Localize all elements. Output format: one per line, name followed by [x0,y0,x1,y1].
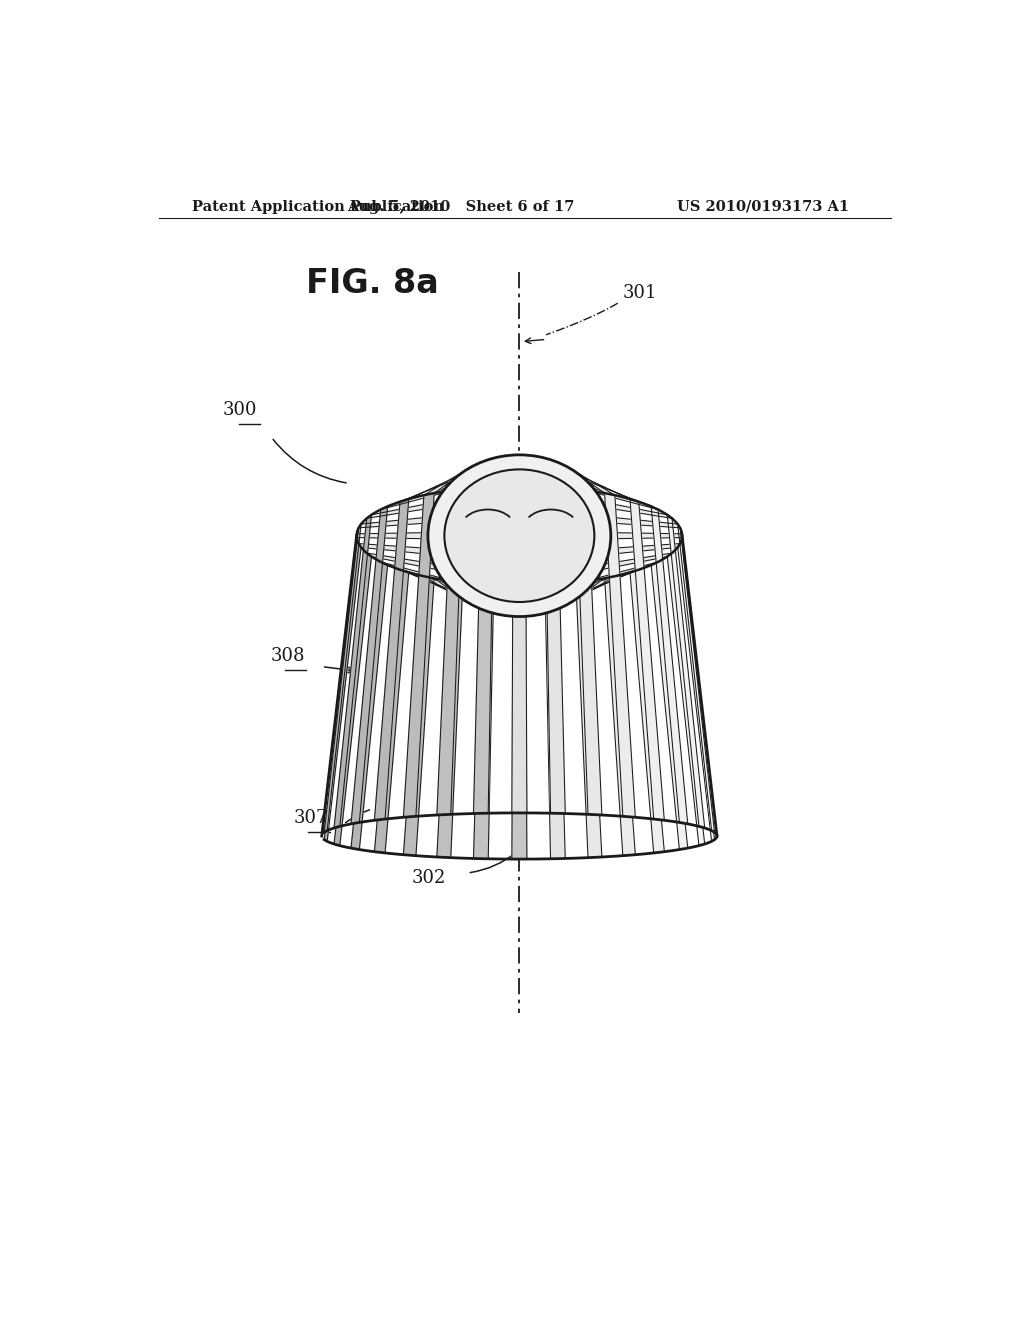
Polygon shape [567,577,614,605]
Text: 308: 308 [270,647,305,665]
Polygon shape [452,459,487,490]
Polygon shape [534,585,557,615]
Polygon shape [512,586,527,859]
Polygon shape [403,494,434,817]
Polygon shape [604,577,635,855]
Polygon shape [651,562,688,850]
Polygon shape [608,517,680,528]
Text: 301: 301 [623,284,657,302]
Polygon shape [356,533,428,539]
Polygon shape [400,477,457,502]
Polygon shape [437,581,463,858]
Polygon shape [325,524,361,833]
Polygon shape [400,570,457,595]
Polygon shape [473,585,494,859]
Polygon shape [452,581,487,611]
Polygon shape [575,488,602,814]
Text: FIG. 8a: FIG. 8a [306,268,438,301]
Polygon shape [551,581,588,611]
Polygon shape [334,553,372,846]
Text: Patent Application Publication: Patent Application Publication [191,199,443,214]
Polygon shape [630,499,665,820]
Polygon shape [473,486,494,813]
Polygon shape [604,494,635,817]
Polygon shape [513,455,525,486]
Polygon shape [651,507,688,824]
Polygon shape [375,570,409,853]
Polygon shape [381,488,445,510]
Polygon shape [545,486,565,813]
Polygon shape [608,544,680,554]
Polygon shape [358,544,430,554]
Text: 307: 307 [294,809,328,826]
Text: 306: 306 [447,535,479,552]
Polygon shape [367,553,436,569]
Text: 300: 300 [223,401,257,418]
Polygon shape [668,515,705,828]
Polygon shape [437,488,463,814]
Polygon shape [545,585,565,859]
Polygon shape [575,581,602,858]
Polygon shape [481,455,505,487]
Ellipse shape [428,455,611,616]
Polygon shape [403,577,434,855]
Polygon shape [351,562,388,850]
Polygon shape [481,585,505,615]
Text: US 2010/0193173 A1: US 2010/0193173 A1 [678,199,850,214]
Polygon shape [375,499,409,820]
Polygon shape [678,524,715,833]
Polygon shape [513,586,525,616]
Polygon shape [602,502,672,519]
Polygon shape [567,467,614,495]
Polygon shape [594,562,658,583]
Text: 305: 305 [559,535,591,552]
Polygon shape [512,486,527,813]
Polygon shape [668,553,705,846]
Polygon shape [322,533,356,837]
Polygon shape [630,570,665,853]
Polygon shape [582,570,639,595]
Text: Aug. 5, 2010   Sheet 6 of 17: Aug. 5, 2010 Sheet 6 of 17 [347,199,574,214]
Polygon shape [551,459,588,490]
Polygon shape [424,467,471,495]
Polygon shape [334,515,372,828]
Text: 302: 302 [412,870,445,887]
Polygon shape [325,544,361,841]
Ellipse shape [444,470,594,602]
Polygon shape [682,533,717,837]
Polygon shape [534,455,557,487]
Polygon shape [602,553,672,569]
Polygon shape [582,477,639,502]
Polygon shape [358,517,430,528]
Polygon shape [381,562,445,583]
Polygon shape [610,533,682,539]
Polygon shape [424,577,471,605]
Polygon shape [594,488,658,510]
Polygon shape [367,502,436,519]
Polygon shape [351,507,388,824]
Polygon shape [678,544,715,841]
